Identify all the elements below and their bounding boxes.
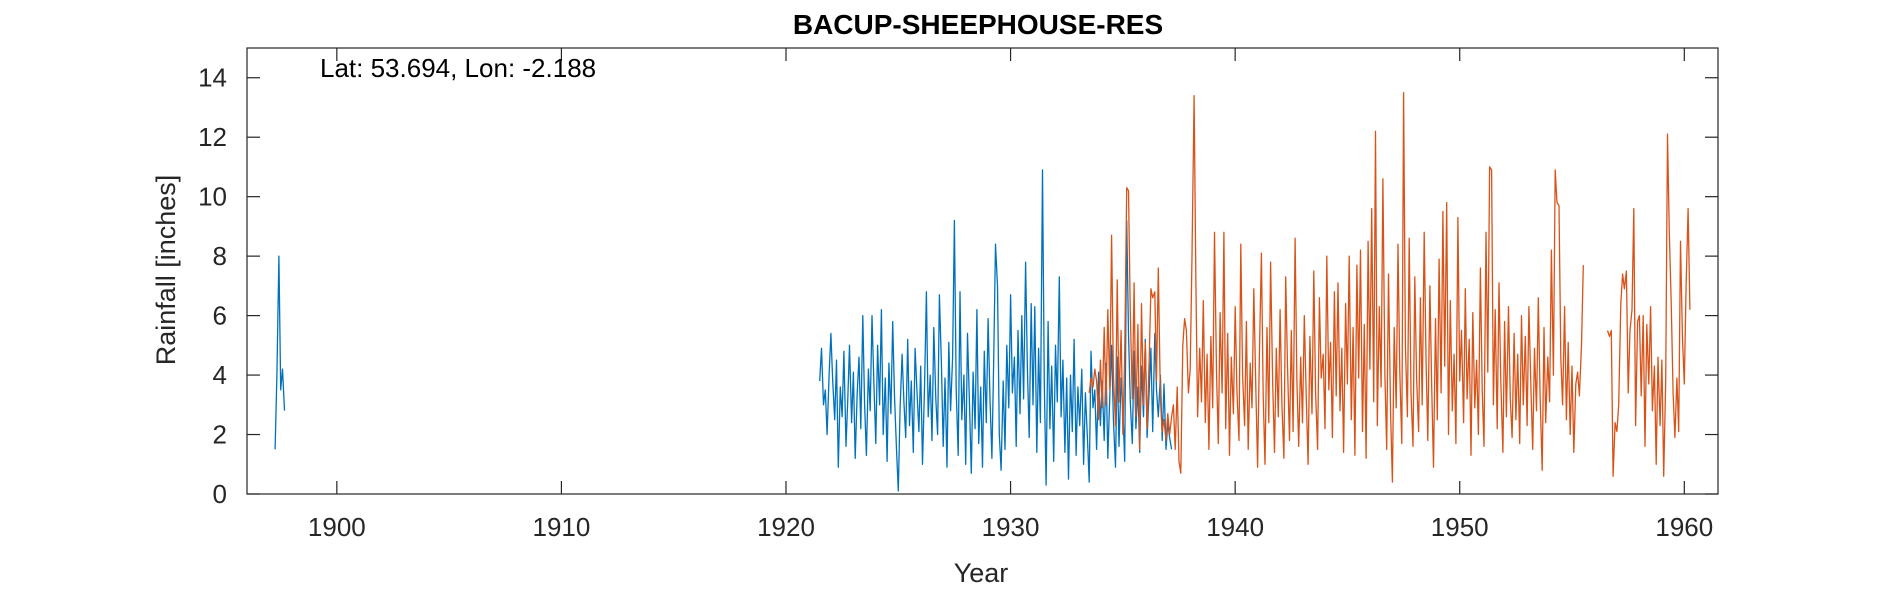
series-1-line — [819, 169, 1173, 492]
series-2-line — [1088, 91, 1584, 483]
y-axis-title: Rainfall [inches] — [151, 175, 181, 366]
y-tick-label: 12 — [198, 122, 227, 152]
y-tick-label: 10 — [198, 182, 227, 212]
y-tick-label: 2 — [213, 420, 227, 450]
x-tick-label: 1940 — [1206, 512, 1264, 542]
chart-title: BACUP-SHEEPHOUSE-RES — [793, 9, 1163, 40]
series-layer — [274, 91, 1691, 492]
y-tick-label: 0 — [213, 479, 227, 509]
plot-area-frame — [246, 47, 1719, 495]
series-2-line — [1606, 133, 1691, 477]
series-1-line — [274, 255, 286, 450]
axes-layer — [246, 47, 1719, 495]
y-tick-label: 6 — [213, 301, 227, 331]
x-tick-label: 1910 — [532, 512, 590, 542]
x-tick-label: 1930 — [982, 512, 1040, 542]
x-axis-title: Year — [954, 558, 1009, 588]
y-tick-label: 4 — [213, 360, 227, 390]
x-tick-label: 1960 — [1655, 512, 1713, 542]
x-tick-label: 1920 — [757, 512, 815, 542]
x-tick-label: 1950 — [1431, 512, 1489, 542]
ticks-layer: 1900 1910 1920 1930 1940 1950 1960 0 2 4 6 8 10 12 14 — [198, 48, 1718, 542]
y-tick-label: 8 — [213, 241, 227, 271]
x-tick-label: 1900 — [308, 512, 366, 542]
location-annotation: Lat: 53.694, Lon: -2.188 — [320, 53, 596, 83]
y-tick-label: 14 — [198, 63, 227, 93]
